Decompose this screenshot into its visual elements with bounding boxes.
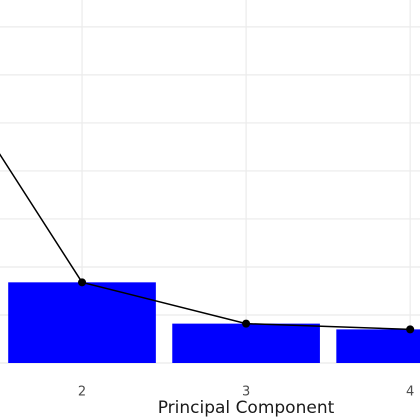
point: [78, 278, 87, 287]
bar: [336, 329, 420, 363]
x-tick-label: 2: [78, 385, 86, 400]
point: [406, 325, 415, 334]
line: [0, 153, 411, 331]
x-tick-label: 3: [242, 385, 250, 400]
bar: [8, 282, 156, 363]
x-axis-title: Principal Component: [158, 398, 335, 418]
x-tick-label: 4: [406, 385, 414, 400]
bar: [172, 323, 320, 363]
point: [242, 319, 251, 328]
